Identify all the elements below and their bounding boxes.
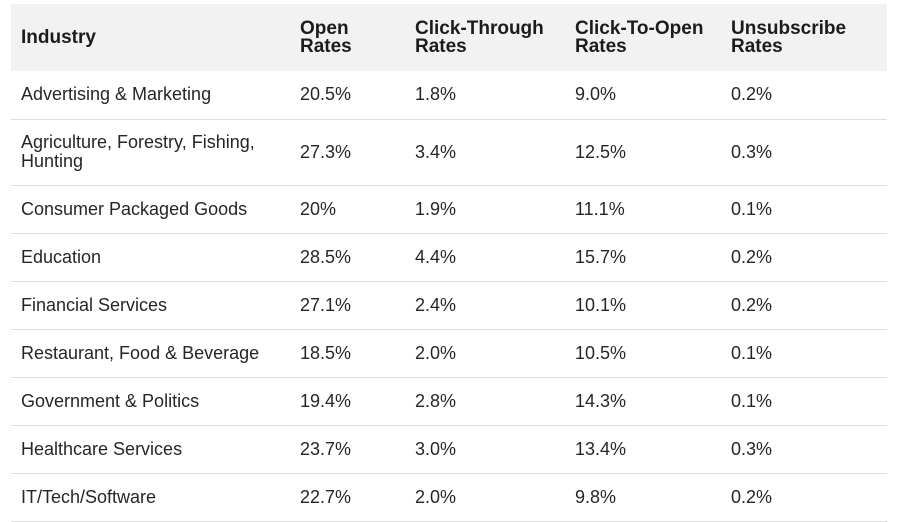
cell-click-through-rate: 2.8% (415, 390, 457, 411)
table-row: Restaurant, Food & Beverage 18.5% 2.0% 1… (11, 329, 887, 377)
cell-click-through-rate: 3.4% (415, 141, 457, 162)
header-click-through-line1: Click-Through (415, 17, 544, 39)
header-open-rates-line1: Open (300, 17, 349, 39)
email-benchmarks-table: Industry Open Rates Click-Through Rates … (11, 4, 887, 522)
table-row: Financial Services 27.1% 2.4% 10.1% 0.2% (11, 281, 887, 329)
cell-click-through-rate: 2.0% (415, 486, 457, 507)
cell-click-to-open-rate: 14.3% (575, 390, 627, 411)
cell-click-to-open-rate: 15.7% (575, 246, 627, 267)
table-header-row: Industry Open Rates Click-Through Rates … (11, 4, 887, 71)
table-row: IT/Tech/Software 22.7% 2.0% 9.8% 0.2% (11, 473, 887, 521)
cell-industry: Restaurant, Food & Beverage (21, 342, 260, 363)
cell-click-through-rate: 1.9% (415, 198, 457, 219)
cell-unsubscribe-rate: 0.2% (731, 294, 773, 315)
header-open-rates-line2: Rates (300, 35, 352, 57)
table-row: Government & Politics 19.4% 2.8% 14.3% 0… (11, 377, 887, 425)
cell-open-rate: 28.5% (300, 246, 352, 267)
header-unsubscribe-rates: Unsubscribe Rates (721, 4, 887, 71)
cell-click-through-rate: 4.4% (415, 246, 457, 267)
table-row: Healthcare Services 23.7% 3.0% 13.4% 0.3… (11, 425, 887, 473)
cell-click-through-rate: 2.0% (415, 342, 457, 363)
cell-industry: Agriculture, Forestry, Fishing, Hunting (21, 132, 255, 171)
cell-click-to-open-rate: 10.5% (575, 342, 627, 363)
header-click-to-open-line2: Rates (575, 35, 627, 57)
cell-click-through-rate: 3.0% (415, 438, 457, 459)
cell-industry: Government & Politics (21, 390, 200, 411)
header-click-to-open-rates: Click-To-Open Rates (565, 4, 721, 71)
cell-click-to-open-rate: 11.1% (575, 198, 625, 219)
cell-open-rate: 23.7% (300, 438, 352, 459)
cell-industry: Education (21, 246, 102, 267)
table-row: Education 28.5% 4.4% 15.7% 0.2% (11, 233, 887, 281)
cell-click-to-open-rate: 13.4% (575, 438, 627, 459)
table-row: Agriculture, Forestry, Fishing, Hunting … (11, 119, 887, 185)
header-click-through-rates: Click-Through Rates (405, 4, 565, 71)
cell-open-rate: 20.5% (300, 84, 352, 105)
cell-open-rate: 20% (300, 198, 337, 219)
cell-industry: Financial Services (21, 294, 168, 315)
cell-click-through-rate: 2.4% (415, 294, 457, 315)
cell-industry: Advertising & Marketing (21, 84, 212, 105)
cell-unsubscribe-rate: 0.2% (731, 84, 773, 105)
header-unsubscribe-line1: Unsubscribe (731, 17, 847, 39)
cell-open-rate: 27.3% (300, 141, 352, 162)
cell-unsubscribe-rate: 0.1% (731, 342, 773, 363)
cell-unsubscribe-rate: 0.1% (731, 198, 773, 219)
cell-unsubscribe-rate: 0.2% (731, 486, 773, 507)
cell-industry: Consumer Packaged Goods (21, 198, 248, 219)
header-industry: Industry (11, 4, 290, 71)
cell-click-through-rate: 1.8% (415, 84, 457, 105)
cell-click-to-open-rate: 9.8% (575, 486, 617, 507)
cell-open-rate: 27.1% (300, 294, 352, 315)
cell-unsubscribe-rate: 0.2% (731, 246, 773, 267)
header-unsubscribe-line2: Rates (731, 35, 783, 57)
cell-industry: Healthcare Services (21, 438, 183, 459)
cell-open-rate: 22.7% (300, 486, 352, 507)
cell-click-to-open-rate: 10.1% (575, 294, 627, 315)
table-row: Advertising & Marketing 20.5% 1.8% 9.0% … (11, 71, 887, 119)
cell-unsubscribe-rate: 0.1% (731, 390, 773, 411)
cell-unsubscribe-rate: 0.3% (731, 438, 773, 459)
cell-click-to-open-rate: 9.0% (575, 84, 617, 105)
header-click-through-line2: Rates (415, 35, 467, 57)
table-row: Consumer Packaged Goods 20% 1.9% 11.1% 0… (11, 185, 887, 233)
cell-industry: IT/Tech/Software (21, 486, 157, 507)
cell-open-rate: 19.4% (300, 390, 352, 411)
header-click-to-open-line1: Click-To-Open (575, 17, 704, 39)
cell-unsubscribe-rate: 0.3% (731, 141, 773, 162)
cell-open-rate: 18.5% (300, 342, 352, 363)
header-industry-label: Industry (21, 26, 96, 48)
header-open-rates: Open Rates (290, 4, 405, 71)
email-benchmarks-table-container: Industry Open Rates Click-Through Rates … (11, 4, 887, 522)
cell-click-to-open-rate: 12.5% (575, 141, 627, 162)
